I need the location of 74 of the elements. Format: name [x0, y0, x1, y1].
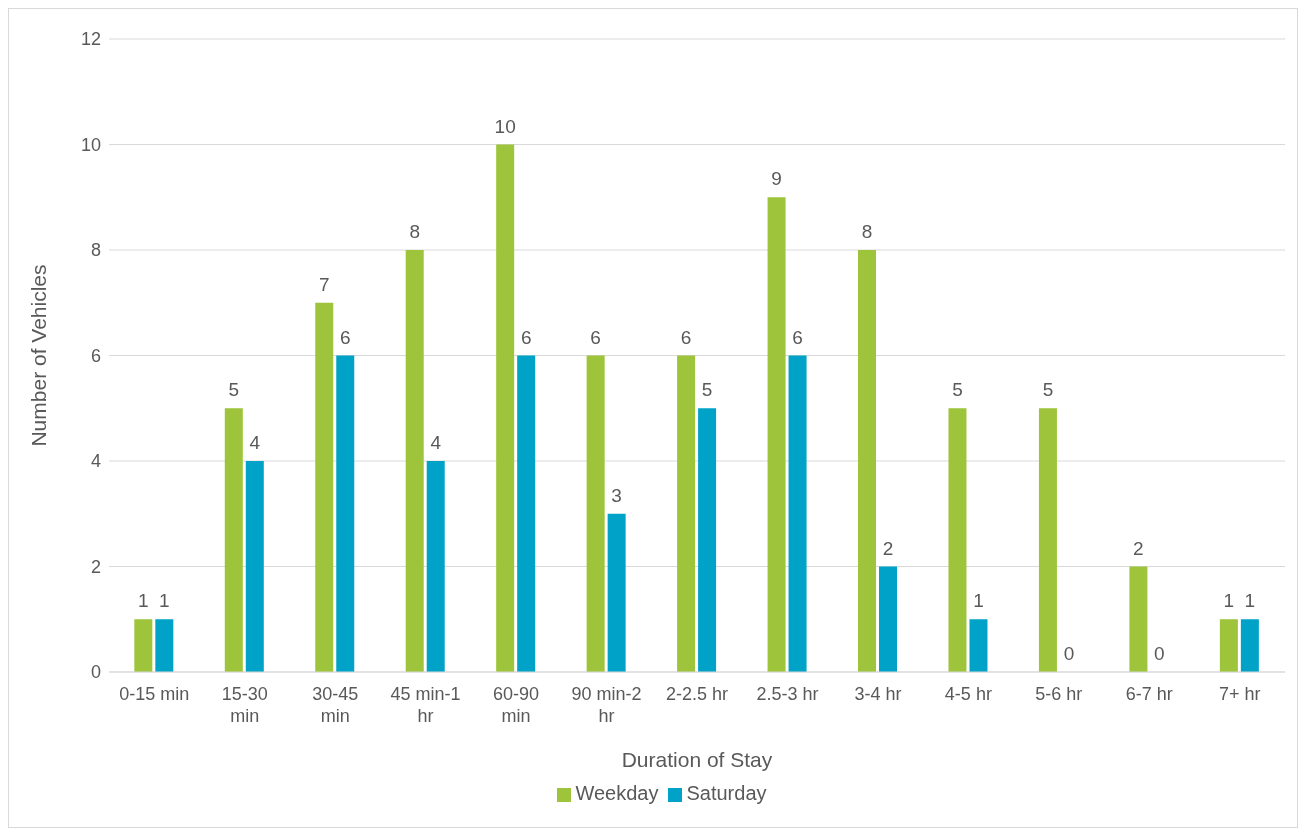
x-tick-label: 90 min-2 hr: [571, 684, 642, 726]
data-label: 3: [611, 484, 622, 506]
bar: [948, 408, 967, 672]
bar: [969, 619, 988, 672]
bar: [426, 461, 445, 672]
x-tick-label: 4-5 hr: [944, 684, 992, 704]
legend-label: Weekday: [575, 782, 659, 804]
x-tick-label: 60-90 min: [493, 684, 540, 726]
data-label: 9: [771, 168, 782, 190]
x-tick-label: 6-7 hr: [1125, 684, 1173, 704]
bar: [155, 619, 174, 672]
legend-label: Saturday: [686, 782, 767, 804]
bar: [517, 355, 536, 672]
x-axis-title: Duration of Stay: [621, 748, 773, 771]
data-label: 1: [159, 590, 170, 612]
x-tick-label: 2-2.5 hr: [665, 684, 729, 704]
data-label: 2: [1133, 537, 1144, 559]
bar: [677, 355, 696, 672]
y-tick-label: 6: [90, 345, 101, 366]
x-tick-label: 15-30 min: [221, 684, 268, 726]
data-label: 1: [1223, 590, 1235, 612]
y-tick-label: 12: [80, 29, 101, 50]
bar: [1219, 619, 1238, 672]
bar: [788, 355, 807, 672]
x-tick-label: 0-15 min: [119, 684, 190, 704]
data-label: 4: [430, 432, 442, 453]
bar: [767, 197, 786, 672]
bar: [134, 619, 153, 672]
data-label: 6: [680, 326, 692, 348]
data-label: 8: [409, 221, 420, 242]
bar: [496, 144, 515, 672]
data-label: 5: [1042, 379, 1054, 401]
y-tick-label: 2: [90, 556, 101, 577]
bar: [1240, 619, 1259, 672]
data-label: 5: [228, 379, 240, 401]
x-tick-label: 30-45 min: [312, 684, 359, 726]
bar: [586, 355, 605, 672]
bar: [245, 461, 264, 672]
x-tick-label: 7+ hr: [1219, 684, 1261, 704]
y-tick-label: 8: [90, 240, 101, 261]
data-label: 6: [339, 326, 351, 348]
data-label: 1: [1244, 590, 1256, 612]
bar: [879, 566, 898, 672]
bar: [1129, 566, 1148, 672]
bar: [336, 355, 355, 672]
data-label: 2: [882, 537, 894, 559]
data-label: 0: [1154, 643, 1165, 664]
data-label: 6: [590, 326, 601, 348]
x-tick-label: 45 min-1 hr: [390, 684, 461, 726]
y-tick-label: 4: [90, 451, 101, 472]
x-tick-label: 5-6 hr: [1035, 684, 1083, 704]
bar: [1038, 408, 1057, 672]
data-label: 5: [701, 379, 713, 401]
bar: [607, 513, 626, 672]
x-tick-label: 2.5-3 hr: [756, 684, 819, 704]
bar: [858, 250, 877, 672]
data-label: 0: [1063, 643, 1075, 664]
data-label: 10: [494, 115, 516, 137]
data-label: 6: [792, 326, 803, 348]
bar: [405, 250, 424, 672]
bar: [224, 408, 243, 672]
data-label: 5: [952, 379, 963, 401]
x-tick-label: 3-4 hr: [854, 684, 902, 704]
data-label: 8: [861, 221, 873, 242]
bar: [315, 302, 334, 672]
data-label: 1: [973, 590, 984, 612]
y-tick-label: 0: [90, 662, 101, 683]
data-label: 1: [138, 590, 149, 612]
data-label: 6: [520, 326, 532, 348]
data-label: 7: [318, 273, 330, 295]
bar: [698, 408, 717, 672]
y-axis-title: Number of Vehicles: [27, 264, 51, 447]
data-label: 4: [249, 432, 261, 453]
y-tick-label: 10: [80, 134, 101, 155]
